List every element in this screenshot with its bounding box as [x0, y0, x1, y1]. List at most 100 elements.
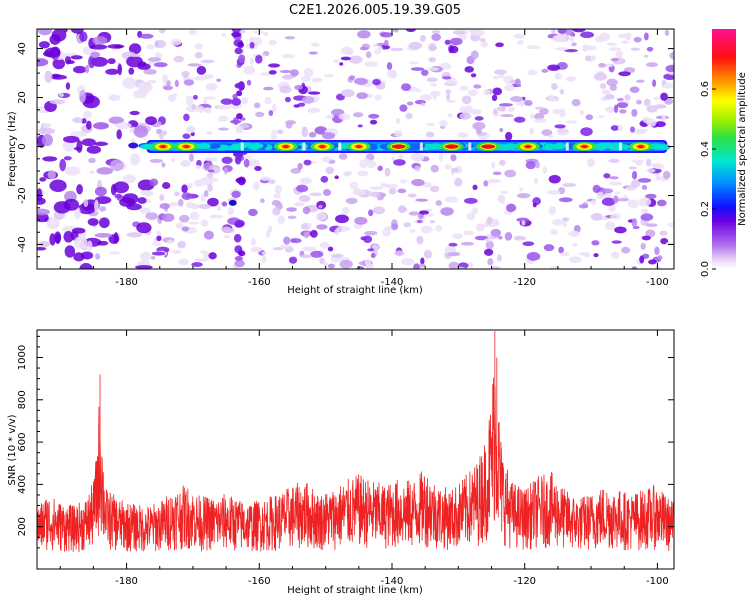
spectrogram-noise-blob — [359, 46, 368, 51]
spectrogram-noise-blob — [459, 112, 472, 120]
spectrogram-noise-blob — [410, 67, 425, 71]
spectrogram-noise-blob — [90, 56, 108, 67]
spectrogram-noise-blob — [297, 162, 303, 170]
spectrogram-noise-blob — [289, 69, 299, 77]
spectrogram-noise-blob — [533, 177, 539, 185]
spectrogram-noise-blob — [606, 42, 618, 46]
spectrogram-noise-blob — [421, 102, 426, 107]
spectrogram-noise-blob — [377, 46, 383, 51]
spectrogram-noise-blob — [37, 208, 50, 216]
spectrogram-noise-blob — [207, 169, 215, 173]
spectrogram-noise-blob — [487, 178, 501, 184]
spectrogram-noise-blob — [76, 140, 83, 153]
spectrogram-noise-blob — [65, 82, 71, 90]
colorbar-tick-label: 0.6 — [700, 81, 711, 97]
spectrogram-noise-blob — [568, 256, 582, 264]
spectrogram-noise-blob — [541, 68, 549, 73]
spectrogram-noise-blob — [168, 202, 181, 207]
spectrogram-noise-blob — [656, 199, 667, 207]
spectrogram-noise-blob — [356, 266, 365, 269]
spectrogram-noise-blob — [438, 153, 444, 162]
spectrogram-noise-blob — [403, 222, 412, 228]
spectrogram-noise-blob — [493, 69, 507, 75]
spectrogram-noise-blob — [42, 122, 52, 129]
spectrogram-noise-blob — [467, 89, 478, 97]
spectrogram-noise-blob — [42, 156, 58, 162]
spectrogram-noise-blob — [310, 250, 324, 258]
spectrogram-x-axis: -180 -160 -140 -120 -100 — [59, 29, 669, 288]
spectrogram-noise-blob — [455, 266, 466, 269]
spectrogram-noise-blob — [261, 254, 267, 264]
spectrogram-noise-blob — [273, 193, 281, 199]
spectrogram-noise-blob — [363, 157, 370, 163]
spectrogram-x-label: Height of straight line (km) — [287, 285, 423, 296]
spectrogram-noise-blob — [133, 125, 149, 138]
spectrogram-noise-blob — [82, 110, 92, 119]
spectrogram-noise-blob — [154, 40, 167, 49]
spectrogram-noise-blob — [654, 121, 666, 128]
spectrogram-noise-blob — [126, 55, 143, 68]
spectrogram-noise-blob — [234, 152, 243, 159]
spectrogram-noise-blob — [505, 203, 517, 213]
spectrogram-noise-blob — [628, 166, 637, 170]
spectrogram-noise-blob — [661, 114, 667, 122]
spectrogram-noise-blob — [221, 33, 226, 37]
spectrogram-noise-blob — [255, 111, 265, 118]
spectrogram-noise-blob — [372, 78, 381, 86]
spectrogram-noise-blob — [500, 190, 508, 195]
spectrogram-noise-blob — [369, 186, 384, 191]
spectrogram-noise-blob — [572, 243, 578, 247]
spectrogram-noise-blob — [636, 128, 648, 133]
spectrogram-noise-blob — [446, 93, 451, 101]
spectrogram-noise-blob — [130, 138, 136, 144]
spectrogram-noise-blob — [66, 60, 75, 65]
signal-hotspot-peak — [444, 144, 459, 149]
spectrogram-noise-blob — [186, 125, 196, 134]
spectrogram-noise-blob — [614, 191, 621, 195]
spectrogram-noise-blob — [231, 31, 242, 38]
spectrogram-noise-blob — [129, 110, 140, 116]
spectrogram-noise-blob — [619, 109, 627, 114]
spectrogram-noise-blob — [660, 238, 669, 245]
spectrogram-x-tick-label: -160 — [248, 277, 271, 288]
spectrogram-noise-blob — [218, 127, 229, 131]
spectrogram-noise-blob — [551, 29, 556, 35]
spectrogram-noise-blob — [368, 113, 380, 119]
spectrogram-noise-blob — [490, 266, 501, 269]
spectrogram-noise-blob — [114, 193, 123, 199]
spectrogram-noise-blob — [37, 246, 47, 251]
spectrogram-noise-blob — [193, 76, 208, 81]
spectrogram-noise-blob — [613, 195, 619, 204]
spectrogram-noise-blob — [187, 63, 202, 67]
spectrogram-noise-blob — [151, 256, 156, 260]
spectrogram-noise-blob — [151, 251, 166, 256]
spectrogram-noise-blob — [239, 29, 246, 34]
spectrogram-noise-blob — [459, 85, 469, 91]
snr-y-tick-label: 400 — [17, 475, 28, 494]
spectrogram-noise-blob — [610, 125, 619, 131]
spectrogram-noise-blob — [39, 177, 47, 182]
spectrogram-noise-blob — [177, 240, 186, 249]
spectrogram-noise-blob — [559, 89, 565, 95]
spectrogram-noise-blob — [178, 214, 190, 223]
spectrogram-noise-blob — [389, 69, 398, 79]
spectrogram-noise-blob — [348, 55, 363, 64]
spectrogram-noise-blob — [643, 32, 649, 41]
spectrogram-noise-blob — [354, 77, 368, 85]
spectrogram-noise-blob — [63, 230, 74, 243]
spectrogram-noise-blob — [202, 96, 216, 100]
spectrogram-noise-blob — [615, 50, 624, 58]
spectrogram-noise-blob — [475, 128, 483, 134]
spectrogram-noise-blob — [390, 47, 404, 52]
spectrogram-noise-blob — [611, 240, 622, 244]
spectrogram-noise-blob — [170, 38, 182, 46]
spectrogram-noise-blob — [235, 125, 244, 134]
spectrogram-noise-blob — [290, 167, 302, 174]
spectrogram-noise-blob — [593, 253, 599, 258]
spectrogram-noise-blob — [492, 87, 503, 96]
spectrogram-noise-blob — [268, 179, 276, 184]
signal-band-cell — [249, 144, 259, 151]
spectrogram-noise-blob — [52, 57, 66, 70]
signal-hotspot-red — [525, 145, 532, 149]
spectrogram-noise-blob — [281, 54, 295, 59]
